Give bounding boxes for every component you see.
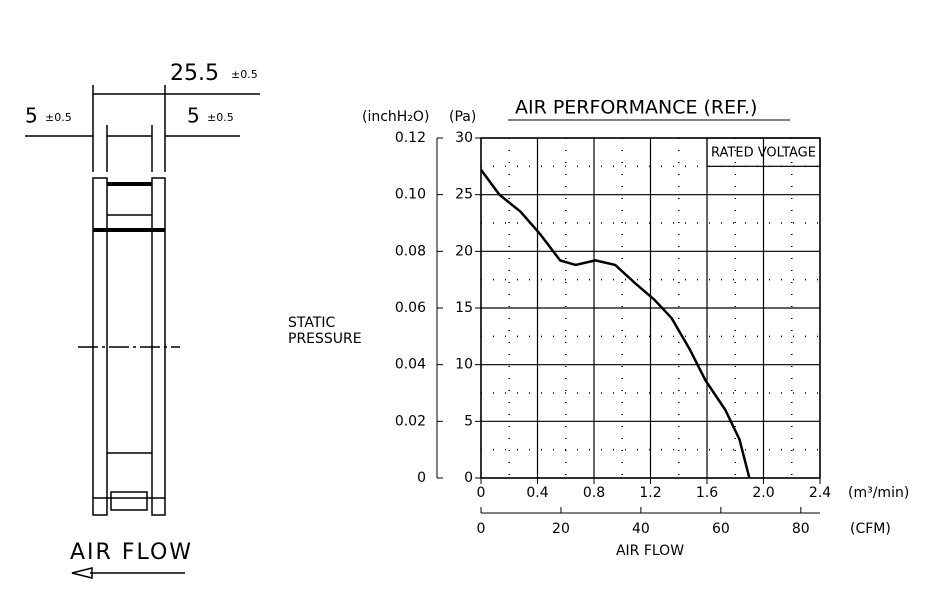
x-tick-label: 1.6 — [696, 485, 718, 501]
chart-title: AIR PERFORMANCE (REF.) — [515, 97, 757, 119]
x-tick-label: 0.8 — [583, 485, 605, 501]
x-tick-label: 2.0 — [752, 485, 774, 501]
hub — [110, 491, 148, 511]
fan-side-view — [25, 85, 260, 579]
y2-tick-label: 0.10 — [395, 187, 426, 203]
annotation: RATED VOLTAGE — [711, 146, 816, 161]
x-tick-label: 0.4 — [526, 485, 548, 501]
y-tick-label: 25 — [455, 187, 473, 203]
y-label: STATIC PRESSURE — [288, 315, 362, 347]
dim-tolerance: ±0.5 — [231, 68, 258, 81]
x-tick-label: 1.2 — [639, 485, 661, 501]
x2-tick-label: 80 — [792, 521, 810, 537]
dim-tolerance: ±0.5 — [45, 111, 72, 124]
x2-tick-label: 0 — [477, 521, 486, 537]
y-tick-label: 30 — [455, 130, 473, 146]
y-tick-label: 10 — [455, 357, 473, 373]
y-tick-label: 5 — [464, 413, 473, 429]
x2-tick-label: 40 — [632, 521, 650, 537]
dim-tolerance: ±0.5 — [207, 111, 234, 124]
x2-tick-label: 20 — [552, 521, 570, 537]
y-tick-label: 0 — [464, 470, 473, 486]
x2-tick-label: 60 — [712, 521, 730, 537]
y2-tick-label: 0.12 — [395, 130, 426, 146]
x2-unit: (CFM) — [850, 521, 891, 537]
annotation-box — [706, 137, 821, 167]
dim-right: 5 — [187, 104, 200, 128]
y-tick-label: 20 — [455, 243, 473, 259]
y-unit: (Pa) — [449, 109, 476, 125]
y2-tick-label: 0.04 — [395, 357, 426, 373]
y2-tick-label: 0.08 — [395, 243, 426, 259]
dim-left: 5 — [25, 104, 38, 128]
x-tick-label: 2.4 — [809, 485, 831, 501]
x-tick-label: 0 — [477, 485, 486, 501]
y2-tick-label: 0 — [417, 470, 426, 486]
y2-unit: (inchH₂O) — [362, 109, 429, 125]
x-label: AIR FLOW — [616, 543, 684, 559]
air-flow-label: AIR FLOW — [70, 540, 193, 565]
y2-tick-label: 0.02 — [395, 413, 426, 429]
y2-tick-label: 0.06 — [395, 300, 426, 316]
curve — [479, 168, 751, 479]
dim-total: 25.5 — [170, 61, 219, 86]
x-unit: (m³/min) — [848, 485, 909, 501]
arrow-head — [71, 567, 93, 579]
y-tick-label: 15 — [455, 300, 473, 316]
